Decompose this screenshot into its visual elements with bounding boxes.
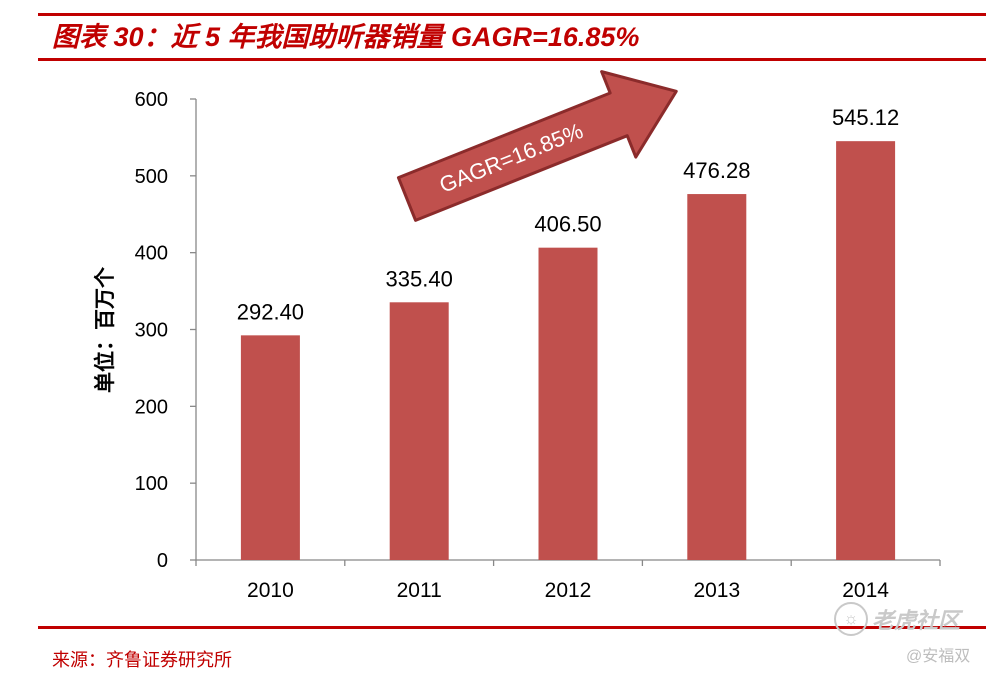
y-tick-label: 300	[135, 320, 168, 342]
x-tick-label: 2012	[545, 579, 592, 602]
data-label: 476.28	[683, 158, 750, 183]
top-rule	[38, 13, 986, 16]
y-tick-label: 0	[157, 550, 168, 572]
y-tick-label: 500	[135, 166, 168, 188]
watermark-user: @安福双	[906, 648, 971, 665]
x-tick-label: 2013	[693, 579, 740, 602]
figure-title: 图表 30：近 5 年我国助听器销量 GAGR=16.85%	[52, 22, 640, 52]
watermark-brand: 老虎社区	[872, 608, 961, 633]
x-tick-label: 2011	[397, 579, 442, 602]
bottom-rule	[38, 626, 986, 629]
bar	[836, 141, 896, 560]
growth-arrow-shape	[396, 70, 678, 222]
bar	[240, 335, 300, 560]
bar	[389, 302, 449, 560]
data-label: 335.40	[386, 266, 453, 291]
watermark-logo-icon: ☼	[834, 602, 868, 636]
plot-area: 0 100 200 300 400 500 600 单位：百万个 292.40 2010 335.4…	[93, 70, 941, 602]
y-axis-title: 单位：百万个	[93, 266, 117, 393]
y-tick-label: 100	[135, 473, 168, 495]
data-label: 545.12	[832, 105, 899, 130]
data-label: 406.50	[534, 212, 601, 237]
y-tick-label: 400	[135, 243, 168, 265]
bar	[687, 194, 747, 560]
bar	[538, 247, 598, 561]
data-label: 292.40	[237, 299, 304, 324]
x-tick-label: 2010	[247, 579, 294, 602]
title-rule	[38, 58, 986, 61]
y-tick-label: 600	[135, 89, 168, 111]
x-tick-label: 2014	[842, 579, 889, 602]
growth-arrow-icon: GAGR=16.85%	[396, 70, 678, 222]
source-note: 来源：齐鲁证券研究所	[52, 650, 232, 671]
y-tick-label: 200	[135, 396, 168, 418]
